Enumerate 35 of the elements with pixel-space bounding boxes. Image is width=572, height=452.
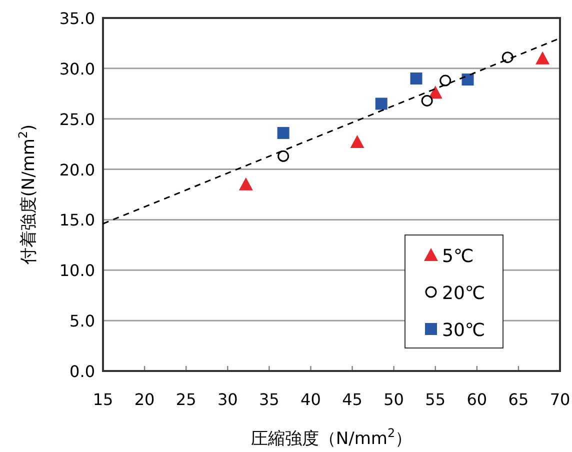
y-tick-label: 10.0 xyxy=(59,261,95,280)
legend-label: 5℃ xyxy=(442,246,474,267)
y-tick-label: 35.0 xyxy=(59,9,95,28)
point xyxy=(375,98,388,110)
point xyxy=(238,177,253,190)
x-tick-label: 25 xyxy=(176,390,196,409)
y-tick-label: 20.0 xyxy=(59,160,95,180)
point xyxy=(410,72,422,85)
x-tick-label: 20 xyxy=(134,390,155,409)
x-tick-label: 35 xyxy=(259,390,280,409)
x-tick-label: 60 xyxy=(466,390,488,409)
y-tick-label: 0.0 xyxy=(70,362,95,381)
x-tick-label: 45 xyxy=(342,390,362,409)
x-tick-label: 50 xyxy=(384,390,404,409)
x-tick-label: 40 xyxy=(300,390,321,409)
point xyxy=(502,52,514,64)
point xyxy=(462,74,474,86)
x-tick-label: 30 xyxy=(217,390,238,409)
point xyxy=(421,94,433,106)
point xyxy=(536,51,550,64)
x-tick-label: 15 xyxy=(92,390,114,409)
point xyxy=(350,135,364,148)
x-tick-label: 65 xyxy=(508,390,529,409)
y-tick-label: 5.0 xyxy=(70,312,95,331)
y-tick-label: 30.0 xyxy=(59,59,95,78)
x-axis-title: 圧縮強度（N/mm$^{2}$） xyxy=(250,426,412,449)
legend-label: 20℃ xyxy=(442,283,486,304)
point xyxy=(278,150,290,162)
point xyxy=(440,74,452,86)
x-tick-label: 70 xyxy=(550,390,570,409)
legend-label: 30℃ xyxy=(442,320,486,341)
point xyxy=(277,126,290,139)
y-tick-label: 15.0 xyxy=(59,210,95,230)
y-tick-label: 25.0 xyxy=(59,110,95,129)
x-tick-label: 55 xyxy=(425,390,446,409)
